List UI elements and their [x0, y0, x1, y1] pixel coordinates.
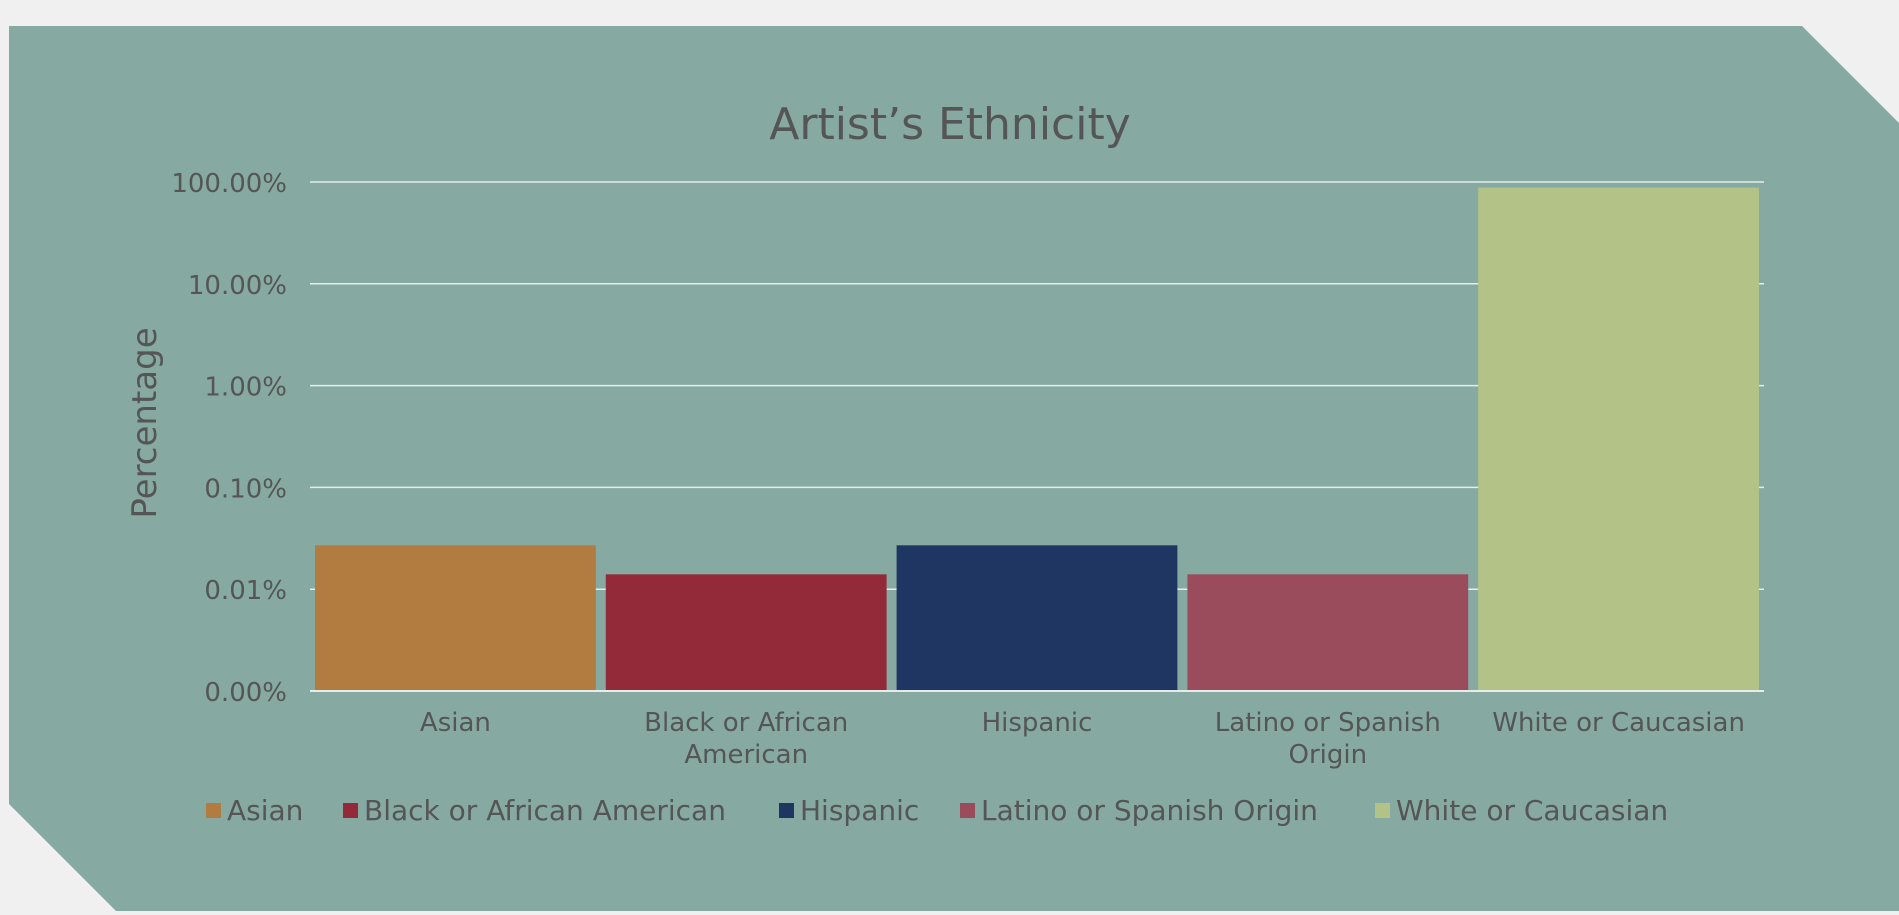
y-tick-label: 10.00%	[188, 271, 287, 301]
x-tick-label: Asian	[420, 708, 491, 738]
y-tick-label: 0.00%	[204, 678, 287, 708]
y-tick-label: 100.00%	[171, 169, 287, 199]
x-tick-label: Origin	[1289, 740, 1368, 770]
legend: Asian Black or African American Hispanic La…	[206, 794, 1668, 827]
x-tick-label: White or Caucasian	[1492, 708, 1745, 738]
bar	[605, 574, 887, 691]
legend-label: White or Caucasian	[1396, 794, 1668, 827]
chart-title: Artist’s Ethnicity	[769, 99, 1131, 150]
x-tick-label: American	[684, 740, 808, 770]
bar	[1478, 187, 1759, 691]
x-tick-label: Hispanic	[982, 708, 1093, 738]
y-tick-label: 0.01%	[204, 576, 287, 606]
y-tick-label: 1.00%	[204, 373, 287, 403]
bar	[896, 545, 1178, 691]
legend-swatch	[779, 803, 794, 818]
legend-label: Black or African American	[364, 794, 726, 827]
legend-swatch	[960, 803, 975, 818]
bar	[1187, 574, 1469, 691]
y-axis-tick-labels: 0.00% 0.01% 0.10% 1.00% 10.00% 100.00%	[171, 169, 287, 708]
legend-swatch	[343, 803, 358, 818]
x-tick-label: Latino or Spanish	[1215, 708, 1441, 738]
y-axis-label: Percentage	[125, 327, 165, 518]
y-tick-label: 0.10%	[204, 474, 287, 504]
bar	[315, 545, 596, 691]
bars	[315, 187, 1759, 691]
x-tick-label: Black or African	[644, 708, 848, 738]
legend-label: Latino or Spanish Origin	[981, 794, 1318, 827]
legend-label: Asian	[227, 794, 303, 827]
legend-swatch	[206, 803, 221, 818]
legend-swatch	[1375, 803, 1390, 818]
legend-label: Hispanic	[800, 794, 919, 827]
